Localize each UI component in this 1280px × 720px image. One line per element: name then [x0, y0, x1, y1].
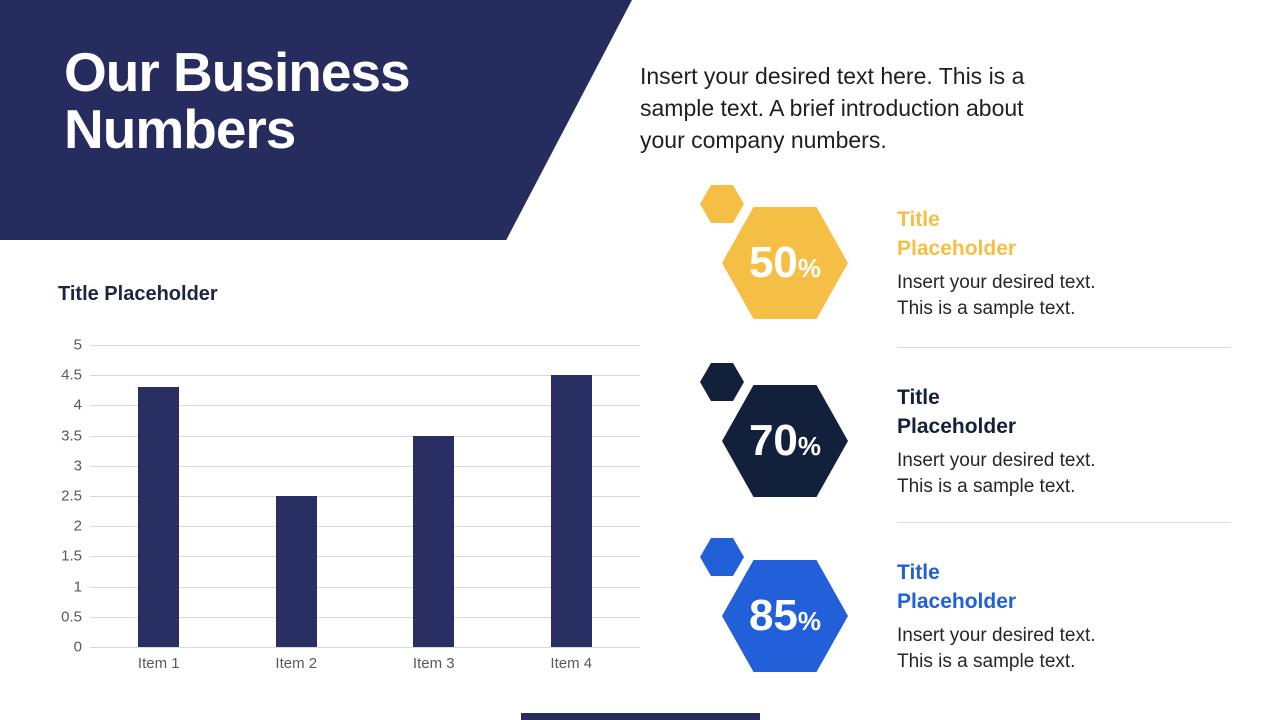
chart-y-axis: 5 4.5 4 3.5 3 2.5 2 1.5 1 0.5 0	[48, 337, 82, 656]
chart-bar	[550, 375, 592, 647]
bar-chart: 5 4.5 4 3.5 3 2.5 2 1.5 1 0.5 0 Item 1 Item 2 Item 3…	[48, 337, 640, 687]
slide-title-line-2: Numbers	[64, 98, 296, 160]
gridline	[90, 556, 640, 558]
gridline	[90, 405, 640, 407]
hexagon-percentage-badge: 50%	[722, 207, 848, 319]
stat-description: Insert your desired text. This is a sampl…	[897, 625, 1096, 672]
gridline	[90, 435, 640, 437]
y-axis-tick-label: 1	[73, 578, 82, 596]
y-axis-tick-label: 5	[73, 336, 82, 354]
y-axis-tick-label: 2	[73, 517, 82, 535]
x-axis-category-label: Item 1	[137, 655, 180, 672]
stat-description: Insert your desired text. This is a sampl…	[897, 272, 1096, 319]
stat-percentage: 85%	[749, 591, 821, 641]
x-axis-category-label: Item 3	[412, 655, 455, 672]
y-axis-tick-label: 4.5	[61, 366, 82, 384]
stat-divider-1	[897, 347, 1231, 348]
stat-value: 70	[748, 416, 798, 465]
bar-slot	[503, 345, 641, 647]
gridline	[90, 496, 640, 497]
stat-title: Title Placeholder	[897, 561, 1017, 613]
bar-slot	[228, 345, 366, 647]
bar-slot	[365, 345, 503, 647]
hexagon-small-icon	[700, 363, 744, 401]
y-axis-tick-label: 3	[73, 457, 82, 475]
stat-text-block: Title Placeholder Insert your desired tex…	[897, 205, 1096, 322]
stat-value: 50	[748, 238, 798, 287]
hexagon-small-icon	[700, 538, 744, 576]
percent-sign-icon: %	[797, 253, 822, 283]
chart-bar	[413, 435, 455, 647]
chart-bar	[138, 387, 180, 647]
stat-title: Title Placeholder	[897, 386, 1017, 438]
stat-text-block: Title Placeholder Insert your desired tex…	[897, 558, 1096, 675]
hexagon-percentage-badge: 85%	[722, 560, 848, 672]
stat-percentage: 50%	[749, 238, 821, 288]
chart-title: Title Placeholder	[58, 283, 218, 305]
y-axis-tick-label: 0	[73, 638, 82, 656]
y-axis-tick-label: 1.5	[61, 547, 82, 565]
chart-bar	[275, 496, 317, 647]
stat-value: 85	[748, 591, 798, 640]
x-axis-category-label: Item 2	[275, 655, 318, 672]
footer-accent-bar	[521, 713, 760, 720]
y-axis-tick-label: 4	[73, 396, 82, 414]
stat-text-block: Title Placeholder Insert your desired tex…	[897, 383, 1096, 500]
gridline	[90, 616, 640, 618]
gridline	[90, 345, 640, 346]
stat-percentage: 70%	[749, 416, 821, 466]
stat-row: 70% Title Placeholder Insert your desired…	[700, 363, 1232, 513]
stat-divider-2	[897, 522, 1231, 523]
gridline	[90, 647, 640, 648]
intro-paragraph: Insert your desired text here. This is a…	[640, 60, 1024, 156]
gridline	[90, 586, 640, 588]
intro-line-2: sample text. A brief introduction about	[640, 95, 1024, 121]
hexagon-small-icon	[700, 185, 744, 223]
percent-sign-icon: %	[797, 606, 822, 636]
y-axis-tick-label: 3.5	[61, 427, 82, 445]
hexagon-percentage-badge: 70%	[722, 385, 848, 497]
gridline	[90, 465, 640, 467]
chart-x-axis: Item 1 Item 2 Item 3 Item 4	[90, 655, 640, 672]
x-axis-category-label: Item 4	[550, 655, 593, 672]
header-banner	[0, 0, 632, 240]
stat-row: 50% Title Placeholder Insert your desired…	[700, 185, 1232, 335]
slide-title: Our Business Numbers	[64, 41, 411, 160]
chart-plot-area	[90, 345, 640, 648]
chart-bars	[90, 345, 640, 647]
y-axis-tick-label: 2.5	[61, 487, 82, 505]
y-axis-tick-label: 0.5	[61, 608, 82, 626]
slide-title-line-1: Our Business	[64, 41, 411, 103]
percent-sign-icon: %	[797, 431, 822, 461]
gridline	[90, 375, 640, 377]
stat-row: 85% Title Placeholder Insert your desired…	[700, 538, 1232, 688]
stat-description: Insert your desired text. This is a sampl…	[897, 450, 1096, 497]
gridline	[90, 526, 640, 528]
intro-line-1: Insert your desired text here. This is a	[640, 63, 1025, 89]
bar-slot	[90, 345, 228, 647]
stat-title: Title Placeholder	[897, 208, 1017, 260]
intro-line-3: your company numbers.	[640, 127, 887, 153]
